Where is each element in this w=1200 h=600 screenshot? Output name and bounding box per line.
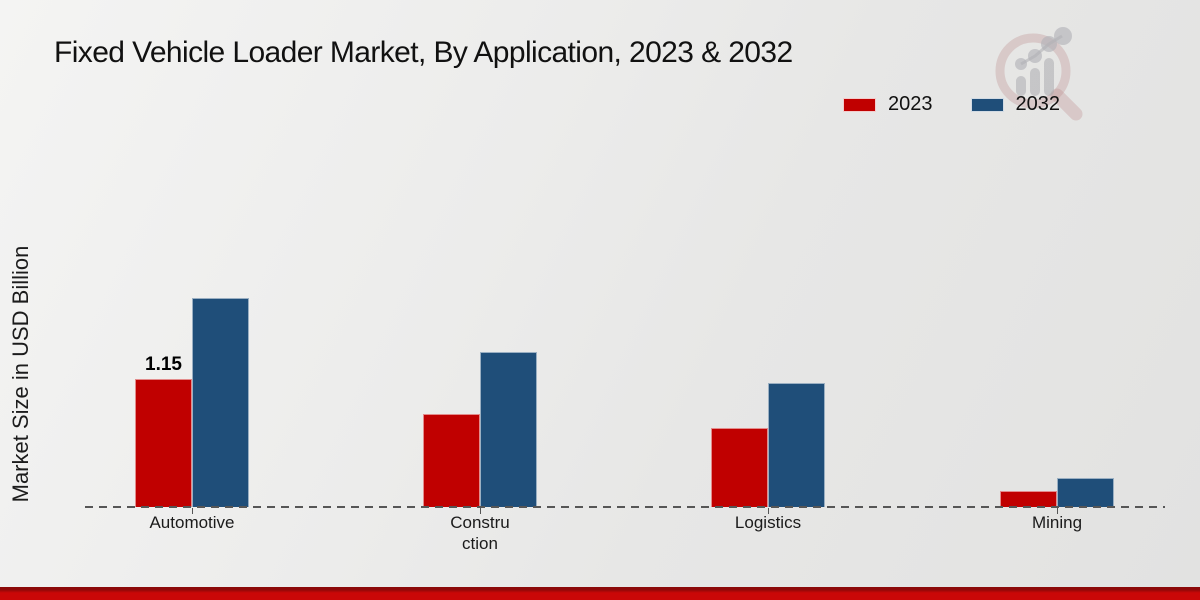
- legend-swatch-2032: [970, 97, 1004, 112]
- x-axis-tick-automotive: [192, 508, 193, 514]
- x-axis-line: [85, 506, 1165, 508]
- bar-2023-mining: [1000, 491, 1057, 507]
- bar-2032-construction: [480, 352, 537, 507]
- legend-item-2032: 2032: [970, 93, 1061, 116]
- bar-2023-logistics: [711, 428, 768, 507]
- x-axis-tick-mining: [1057, 508, 1058, 514]
- value-label-2023-automotive: 1.15: [145, 354, 182, 375]
- category-label-mining: Mining: [1031, 513, 1083, 532]
- bar-2023-construction: [423, 414, 480, 507]
- legend-label-2023: 2023: [888, 93, 933, 115]
- legend-label-2032: 2032: [1015, 93, 1061, 115]
- bar-2032-logistics: [768, 383, 825, 507]
- legend-swatch-2023: [843, 97, 876, 112]
- footer-bar: [0, 587, 1200, 600]
- chart-title: Fixed Vehicle Loader Market, By Applicat…: [54, 36, 793, 69]
- x-axis-tick-logistics: [768, 508, 769, 514]
- category-label-logistics: Logistics: [734, 513, 802, 532]
- x-axis-tick-construction: [480, 508, 481, 514]
- legend: 2023 2032: [843, 93, 1060, 116]
- category-label-construction: Constru ction: [450, 513, 510, 553]
- legend-item-2023: 2023: [843, 93, 933, 116]
- bar-2032-mining: [1057, 478, 1114, 507]
- category-label-automotive: Automotive: [149, 513, 235, 532]
- bar-2032-automotive: [192, 298, 249, 507]
- bar-2023-automotive: [135, 379, 192, 507]
- magnifier-growth-chart-logo-icon: [995, 27, 1083, 121]
